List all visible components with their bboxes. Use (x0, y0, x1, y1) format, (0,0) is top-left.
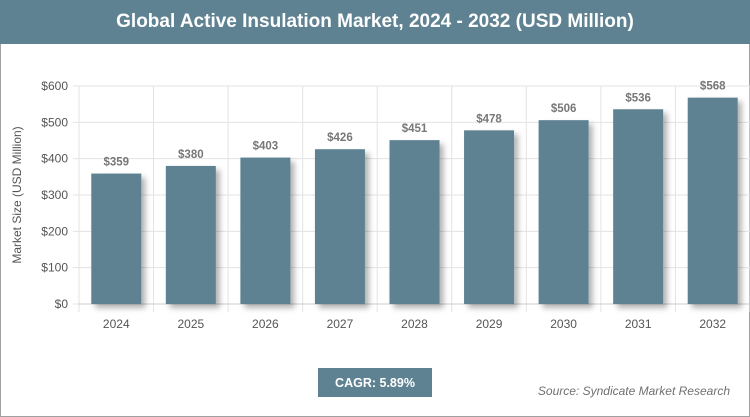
x-tick-label: 2027 (327, 317, 354, 331)
x-tick-label: 2028 (401, 317, 428, 331)
y-tick-label: $400 (41, 152, 68, 166)
x-tick-label: 2030 (550, 317, 577, 331)
bar-2031 (613, 109, 664, 305)
bar-2025 (165, 165, 216, 304)
data-label: $506 (551, 103, 577, 115)
bar-2028 (389, 140, 440, 304)
y-axis-title: Market Size (USD Million) (10, 126, 24, 263)
bar-2024 (91, 173, 142, 304)
chart-title: Global Active Insulation Market, 2024 - … (0, 0, 750, 44)
x-tick-label: 2031 (625, 317, 652, 331)
data-label: $478 (476, 113, 502, 125)
x-tick-label: 2029 (476, 317, 503, 331)
bar-2029 (464, 130, 515, 304)
bar-2027 (314, 149, 365, 304)
data-label: $359 (103, 157, 129, 169)
x-tick-label: 2024 (103, 317, 130, 331)
data-label: $403 (253, 141, 279, 153)
data-label: $426 (327, 132, 353, 144)
x-tick-label: 2032 (699, 317, 726, 331)
x-tick-label: 2025 (177, 317, 204, 331)
cagr-badge: CAGR: 5.89% (318, 368, 432, 397)
x-tick-label: 2026 (252, 317, 279, 331)
data-label: $536 (625, 92, 651, 104)
y-tick-label: $600 (41, 79, 68, 93)
data-label: $451 (402, 123, 428, 135)
y-tick-label: $200 (41, 224, 68, 238)
data-label: $380 (178, 149, 204, 161)
y-tick-label: $300 (41, 188, 68, 202)
y-tick-label: $100 (41, 261, 68, 275)
source-note: Source: Syndicate Market Research (537, 384, 730, 398)
bar-2032 (687, 97, 738, 304)
y-tick-label: $500 (41, 115, 68, 129)
bar-2026 (240, 157, 291, 304)
y-tick-label: $0 (55, 297, 69, 311)
data-label: $568 (700, 81, 726, 93)
bar-2030 (538, 120, 589, 304)
